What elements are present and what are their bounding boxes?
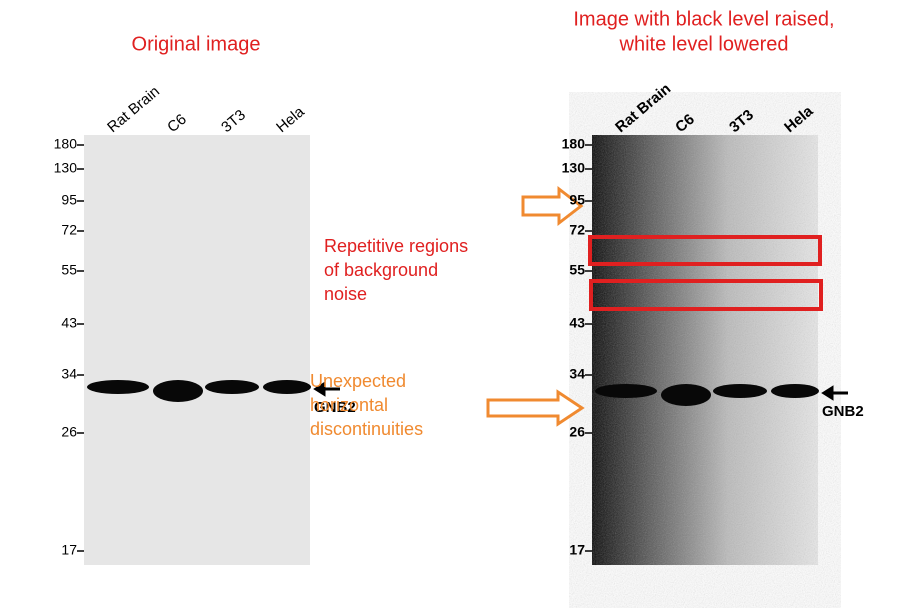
marker-label: 43 [569, 315, 585, 331]
marker-label: 95 [61, 192, 77, 208]
lane-label: C6 [164, 111, 190, 136]
lane-label: Hela [781, 102, 817, 136]
band [205, 380, 259, 394]
marker-label: 72 [569, 222, 585, 238]
annotation-discontinuities: horizontal [310, 395, 388, 415]
blot-noise [592, 135, 818, 565]
arrow [486, 389, 585, 427]
blot-original [84, 135, 310, 565]
marker-label: 26 [569, 424, 585, 440]
panel-title: Original image [132, 33, 261, 55]
band [661, 384, 711, 406]
annotation-noise: of background [324, 260, 438, 280]
panel-title: white level lowered [619, 33, 789, 55]
lane-label: 3T3 [218, 106, 249, 136]
band-arrow [313, 381, 340, 397]
marker-label: 95 [569, 192, 585, 208]
marker-label: 26 [61, 424, 77, 440]
noise-box [588, 235, 822, 266]
panel-title: Image with black level raised, [573, 8, 834, 30]
marker-label: 34 [569, 366, 585, 382]
marker-label: 43 [61, 315, 77, 331]
annotation-noise: Repetitive regions [324, 236, 468, 256]
marker-label: 180 [54, 136, 78, 152]
marker-label: 17 [569, 542, 585, 558]
arrow [521, 185, 584, 227]
marker-label: 55 [61, 262, 77, 278]
marker-label: 72 [61, 222, 77, 238]
marker-label: 180 [562, 136, 586, 152]
lane-label: 3T3 [726, 106, 757, 136]
annotation-noise: noise [324, 284, 367, 304]
marker-label: 55 [569, 262, 585, 278]
noise-box [589, 279, 823, 311]
band [771, 384, 819, 398]
lane-label: Hela [273, 103, 308, 136]
band [263, 380, 311, 394]
band-label: GNB2 [314, 399, 356, 416]
annotation-discontinuities: Unexpected [310, 371, 406, 391]
band-arrow [821, 385, 848, 401]
lane-label: C6 [672, 111, 698, 136]
band-label: GNB2 [822, 403, 864, 420]
band [713, 384, 767, 398]
lane-label: Rat Brain [612, 80, 674, 136]
band [153, 380, 203, 402]
annotation-discontinuities: discontinuities [310, 419, 423, 439]
marker-label: 17 [61, 542, 77, 558]
band [595, 384, 657, 398]
marker-label: 130 [54, 160, 78, 176]
marker-label: 34 [61, 366, 77, 382]
lane-label: Rat Brain [104, 83, 163, 136]
marker-label: 130 [562, 160, 586, 176]
band [87, 380, 149, 394]
